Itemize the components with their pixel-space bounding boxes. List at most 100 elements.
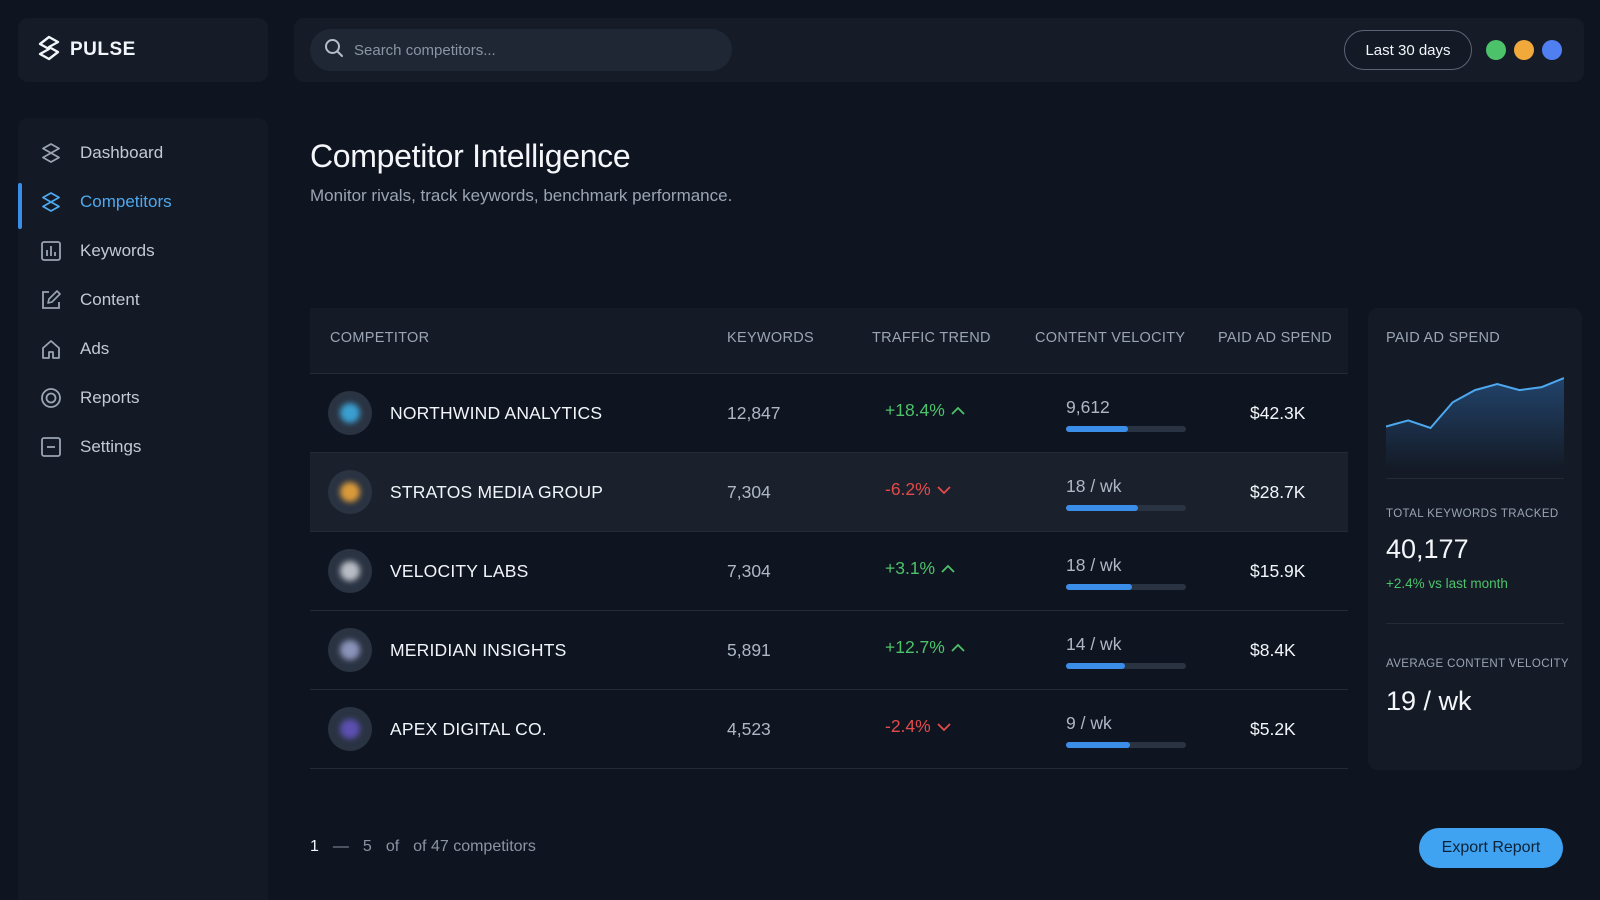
keyword-count: 7,304 [727,561,771,581]
status-dot-orange[interactable] [1514,40,1534,60]
column-header-content-velocity[interactable]: CONTENT VELOCITY [1035,330,1186,346]
sidebar-item-label: Competitors [80,192,172,211]
page-of: of [385,838,400,855]
arrow-down-icon [937,716,951,737]
traffic-trend: -2.4% [885,716,951,737]
app-name: PULSE [70,39,136,60]
divider [1386,478,1564,479]
sidebar-item-label: Reports [80,388,140,407]
divider [1386,623,1564,624]
sidebar-item-ads[interactable]: Ads [18,326,268,372]
sidebar: Dashboard Competitors Keywords Content A… [18,118,268,900]
column-header-traffic-trend[interactable]: TRAFFIC TREND [872,330,991,346]
date-range-button[interactable]: Last 30 days [1344,30,1472,70]
table-row[interactable]: NORTHWIND ANALYTICS 12,847 +18.4% 9,612 $42.… [310,374,1348,453]
page-start[interactable]: 1 [310,838,319,855]
status-dot-blue[interactable] [1542,40,1562,60]
table-row[interactable]: STRATOS MEDIA GROUP 7,304 -6.2% 18 / wk $28.… [310,453,1348,532]
avg-velocity-label: AVERAGE CONTENT VELOCITY [1386,658,1569,670]
sparkline-area [1386,378,1564,468]
sidebar-item-content[interactable]: Content [18,277,268,323]
total-keywords-delta: +2.4% vs last month [1386,576,1508,591]
sidebar-item-reports[interactable]: Reports [18,375,268,421]
velocity-bar [1066,584,1186,590]
paid-ad-spend: $28.7K [1250,482,1306,502]
paid-ad-spend: $8.4K [1250,640,1296,660]
velocity-bar [1066,663,1186,669]
traffic-trend: -6.2% [885,479,951,500]
pagination: 1 — 5 of of 47 competitors [310,838,536,856]
trend-value: +3.1% [885,558,936,578]
page-title: Competitor Intelligence [310,138,631,174]
content-velocity: 18 / wk [1066,476,1122,496]
velocity-bar [1066,742,1186,748]
spend-sparkline [1386,377,1564,468]
sidebar-item-keywords[interactable]: Keywords [18,228,268,274]
sidebar-item-label: Keywords [80,241,155,260]
competitor-name[interactable]: NORTHWIND ANALYTICS [390,403,603,423]
export-report-button[interactable]: Export Report [1419,828,1563,868]
avatar [328,707,372,751]
avatar [328,391,372,435]
minus-square-icon [40,436,62,458]
spend-chart-title: PAID AD SPEND [1386,330,1501,346]
search-input[interactable] [354,41,714,59]
dashboard-icon [40,142,62,164]
velocity-bar-fill [1066,742,1130,748]
paid-ad-spend: $5.2K [1250,719,1296,739]
arrow-down-icon [937,479,951,500]
keyword-count: 12,847 [727,403,781,423]
competitor-name[interactable]: STRATOS MEDIA GROUP [390,482,604,502]
table-row[interactable]: APEX DIGITAL CO. 4,523 -2.4% 9 / wk $5.2K [310,690,1348,769]
avg-velocity-value: 19 / wk [1386,686,1472,716]
competitor-name[interactable]: VELOCITY LABS [390,561,529,581]
keyword-count: 7,304 [727,482,771,502]
table-header: COMPETITOR KEYWORDS TRAFFIC TREND CONTEN… [310,308,1348,374]
traffic-trend: +12.7% [885,637,965,658]
sidebar-item-settings[interactable]: Settings [18,424,268,470]
search-box[interactable] [310,29,732,71]
avatar [328,628,372,672]
search-icon [324,38,344,63]
arrow-up-icon [941,558,955,579]
sidebar-item-dashboard[interactable]: Dashboard [18,130,268,176]
sparkline-line [1386,377,1564,430]
competitor-table: COMPETITOR KEYWORDS TRAFFIC TREND CONTEN… [310,308,1348,770]
status-dot-green[interactable] [1486,40,1506,60]
pulse-logo-icon [36,35,62,66]
competitor-name[interactable]: MERIDIAN INSIGHTS [390,640,567,660]
content-velocity: 9 / wk [1066,713,1112,733]
column-header-keywords[interactable]: KEYWORDS [727,330,814,346]
keyword-count: 5,891 [727,640,771,660]
keyword-count: 4,523 [727,719,771,739]
competitor-name[interactable]: APEX DIGITAL CO. [390,719,547,739]
table-row[interactable]: MERIDIAN INSIGHTS 5,891 +12.7% 14 / wk $8.4K [310,611,1348,690]
velocity-bar [1066,426,1186,432]
sidebar-item-competitors[interactable]: Competitors [18,179,268,229]
home-icon [40,338,62,360]
velocity-bar-fill [1066,505,1138,511]
competitors-icon [40,191,62,213]
avatar [328,549,372,593]
edit-square-icon [40,289,62,311]
column-header-competitor[interactable]: COMPETITOR [330,330,430,346]
top-bar: Last 30 days [294,18,1584,82]
arrow-up-icon [951,400,965,421]
page-end[interactable]: 5 [362,838,372,855]
velocity-bar-fill [1066,426,1129,432]
trend-value: +12.7% [885,637,945,657]
trend-value: -2.4% [885,716,931,736]
velocity-bar [1066,505,1186,511]
trend-value: +18.4% [885,400,945,420]
column-header-paid-ad-spend[interactable]: PAID AD SPEND [1218,330,1333,346]
sidebar-item-label: Dashboard [80,143,164,162]
content-velocity: 14 / wk [1066,634,1122,654]
app-logo[interactable]: PULSE [18,18,268,82]
traffic-trend: +3.1% [885,558,955,579]
table-row[interactable]: VELOCITY LABS 7,304 +3.1% 18 / wk $15.9K [310,532,1348,611]
bar-chart-icon [40,240,62,262]
target-icon [40,387,62,409]
sidebar-item-label: Ads [80,339,110,358]
paid-ad-spend: $42.3K [1250,403,1306,423]
velocity-bar-fill [1066,584,1132,590]
